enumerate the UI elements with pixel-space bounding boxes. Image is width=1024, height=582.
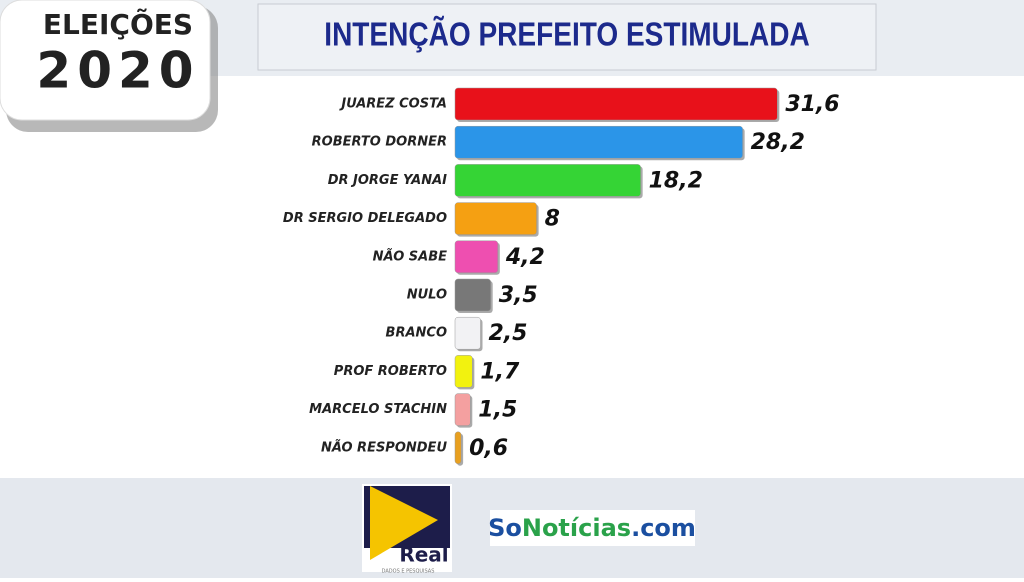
value-label: 0,6 <box>469 436 508 461</box>
value-label: 31,6 <box>785 92 839 117</box>
bar <box>454 431 462 465</box>
bar <box>454 393 471 426</box>
value-label: 4,2 <box>505 245 545 270</box>
category-label: BRANCO <box>386 326 447 341</box>
logo2-part1: So <box>488 514 522 542</box>
value-label: 1,5 <box>478 398 517 423</box>
bar <box>454 202 537 235</box>
logo-name: Real <box>399 543 448 567</box>
bar <box>454 125 743 159</box>
category-label: DR SERGIO DELEGADO <box>283 211 447 226</box>
bar <box>454 164 641 197</box>
bar <box>454 316 481 350</box>
chart-title: INTENÇÃO PREFEITO ESTIMULADA <box>324 16 809 54</box>
bar <box>454 278 491 312</box>
value-label: 18,2 <box>649 168 703 193</box>
value-label: 1,7 <box>480 359 520 384</box>
badge-line2: 2020 <box>36 42 199 100</box>
value-label: 8 <box>545 207 560 232</box>
category-label: ROBERTO DORNER <box>312 135 447 150</box>
bar <box>454 87 778 121</box>
badge-line1: ELEIÇÕES <box>43 7 193 41</box>
logo2-bg <box>490 510 695 546</box>
category-label: JUAREZ COSTA <box>338 97 447 112</box>
category-label: NÃO RESPONDEU <box>321 439 448 455</box>
value-label: 2,5 <box>489 321 528 346</box>
category-label: DR JORGE YANAI <box>328 173 447 188</box>
logo2-part2: Notícias <box>522 514 631 542</box>
logo-real: Real DADOS E PESQUISAS <box>362 484 452 575</box>
value-label: 3,5 <box>499 283 538 308</box>
logo2: SoNotícias.com <box>488 514 696 542</box>
badge-box <box>0 0 211 121</box>
category-label: NULO <box>407 288 447 303</box>
logo-tagline: DADOS E PESQUISAS <box>382 569 435 575</box>
category-label: MARCELO STACHIN <box>309 402 447 417</box>
value-label: 28,2 <box>751 130 805 155</box>
logo-triangle <box>370 486 438 560</box>
badge: ELEIÇÕES 2020 <box>0 0 218 132</box>
bar <box>454 240 499 274</box>
category-label: NÃO SABE <box>373 248 447 264</box>
title-box <box>257 3 877 71</box>
category-label: PROF ROBERTO <box>334 364 447 379</box>
logo2-part3: .com <box>631 514 696 542</box>
bar <box>454 355 473 388</box>
